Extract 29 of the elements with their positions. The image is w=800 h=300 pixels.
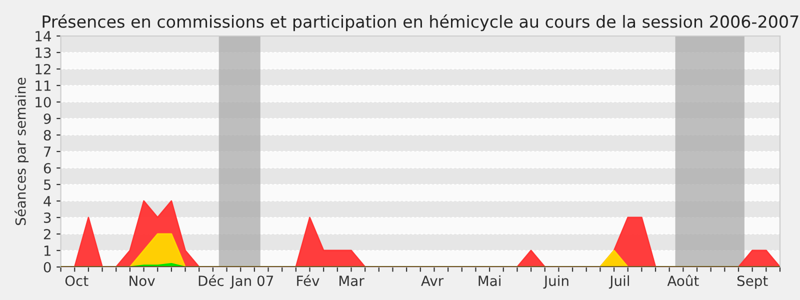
chart-title: Présences en commissions et participation en hémicycle au cours de la session 2006-2007 [42, 14, 798, 32]
x-tick-label: Oct [65, 276, 88, 286]
x-tick-label: Juil [608, 275, 629, 289]
y-tick-label: 4 [44, 196, 51, 206]
y-tick-label: 12 [36, 64, 50, 74]
y-tick-label: 0 [44, 262, 51, 272]
y-tick-label: 11 [36, 80, 50, 91]
y-tick-label: 7 [44, 146, 51, 157]
y-axis-title: Séances par semaine [14, 78, 29, 226]
y-tick-label: 5 [44, 180, 51, 190]
x-tick-label: Déc [198, 274, 224, 286]
y-tick-label: 1 [44, 246, 50, 256]
x-tick-label: Fév [297, 274, 320, 286]
x-tick-label: Août [667, 274, 699, 286]
y-tick-label: 2 [44, 228, 50, 240]
x-tick-label: Sept [737, 276, 768, 289]
x-tick-label: Mai [478, 275, 500, 286]
x-tick-label: Nov [130, 276, 155, 286]
y-tick-label: 3 [44, 212, 51, 223]
y-tick-label: 13 [36, 47, 51, 58]
x-tick-label: Mar [340, 276, 364, 286]
x-tick-label: Juin [543, 275, 568, 289]
x-tick-label: Jan 07 [230, 276, 274, 289]
x-tick-label: Avr [421, 276, 444, 286]
y-tick-label: 9 [44, 113, 51, 124]
y-tick-label: 10 [36, 96, 51, 108]
y-tick-label: 8 [44, 130, 51, 140]
y-tick-label: 14 [36, 31, 51, 42]
y-tick-label: 6 [44, 162, 51, 174]
